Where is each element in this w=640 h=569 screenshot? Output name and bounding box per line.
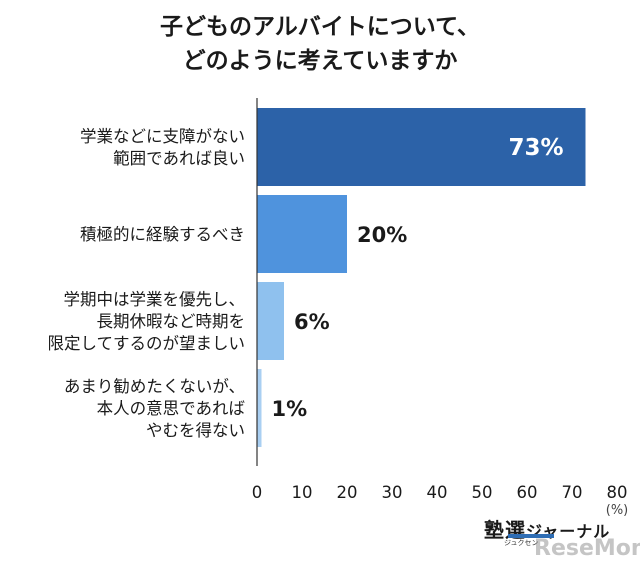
x-tick-label-60: 60 bbox=[517, 483, 538, 502]
logo-text: 塾選ジャーナル bbox=[484, 518, 611, 542]
x-tick-label-30: 30 bbox=[382, 483, 403, 502]
x-tick-label-70: 70 bbox=[562, 483, 583, 502]
chart-title-line-1: 子どものアルバイトについて、 bbox=[160, 14, 480, 40]
logo-underline bbox=[508, 534, 554, 538]
value-label-4: 1% bbox=[272, 397, 308, 421]
category-label-2: 積極的に経験するべき bbox=[80, 225, 245, 244]
bar-1 bbox=[257, 108, 586, 186]
bar-3 bbox=[257, 282, 284, 360]
value-label-1: 73% bbox=[508, 135, 563, 161]
chart-title-line-2: どのように考えていますか bbox=[182, 48, 458, 74]
value-label-2: 20% bbox=[357, 223, 407, 247]
resemom-watermark: ReseMom bbox=[534, 536, 640, 561]
chart-title: 子どものアルバイトについて、 どのように考えていますか bbox=[0, 10, 640, 78]
category-label-3: 学期中は学業を優先し、長期休暇など時期を限定してするのが望ましい bbox=[47, 290, 245, 353]
bar-2 bbox=[257, 195, 347, 273]
category-label-1: 学業などに支障がない範囲であれば良い bbox=[80, 127, 245, 168]
category-label-4: あまり勧めたくないが、本人の意思であればやむを得ない bbox=[64, 377, 246, 440]
x-tick-label-80: 80 bbox=[607, 483, 628, 502]
x-tick-label-40: 40 bbox=[427, 483, 448, 502]
x-tick-label-20: 20 bbox=[337, 483, 358, 502]
x-tick-label-0: 0 bbox=[252, 483, 263, 502]
juku-sen-journal-logo: 塾選ジャーナル ジュクセン ReseMom bbox=[484, 514, 640, 566]
x-tick-label-10: 10 bbox=[292, 483, 313, 502]
bar-4 bbox=[257, 369, 262, 447]
x-axis-unit-label: (%) bbox=[606, 503, 629, 518]
x-tick-label-50: 50 bbox=[472, 483, 493, 502]
value-label-3: 6% bbox=[294, 310, 330, 334]
logo-subtext: ジュクセン bbox=[504, 539, 539, 547]
